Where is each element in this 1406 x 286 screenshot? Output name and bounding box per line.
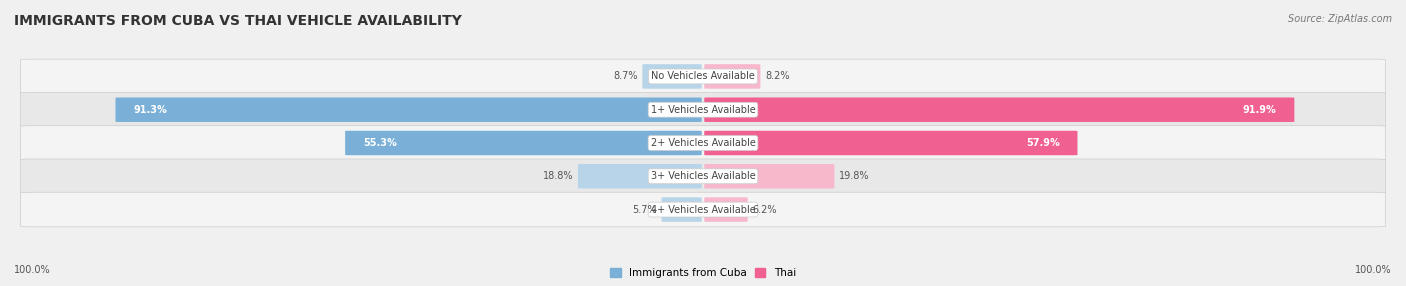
Text: 1+ Vehicles Available: 1+ Vehicles Available	[651, 105, 755, 115]
Text: 8.2%: 8.2%	[765, 72, 789, 82]
FancyBboxPatch shape	[643, 64, 702, 89]
Legend: Immigrants from Cuba, Thai: Immigrants from Cuba, Thai	[610, 268, 796, 278]
Text: 100.0%: 100.0%	[14, 265, 51, 275]
Text: 4+ Vehicles Available: 4+ Vehicles Available	[651, 204, 755, 214]
Text: IMMIGRANTS FROM CUBA VS THAI VEHICLE AVAILABILITY: IMMIGRANTS FROM CUBA VS THAI VEHICLE AVA…	[14, 14, 463, 28]
Text: 3+ Vehicles Available: 3+ Vehicles Available	[651, 171, 755, 181]
FancyBboxPatch shape	[21, 159, 1385, 194]
FancyBboxPatch shape	[704, 131, 1077, 155]
FancyBboxPatch shape	[21, 59, 1385, 94]
Text: 100.0%: 100.0%	[1355, 265, 1392, 275]
Text: 55.3%: 55.3%	[363, 138, 396, 148]
FancyBboxPatch shape	[21, 192, 1385, 227]
Text: No Vehicles Available: No Vehicles Available	[651, 72, 755, 82]
FancyBboxPatch shape	[21, 92, 1385, 127]
FancyBboxPatch shape	[578, 164, 702, 188]
Text: 2+ Vehicles Available: 2+ Vehicles Available	[651, 138, 755, 148]
FancyBboxPatch shape	[115, 98, 702, 122]
FancyBboxPatch shape	[344, 131, 702, 155]
Text: 19.8%: 19.8%	[839, 171, 869, 181]
Text: 57.9%: 57.9%	[1026, 138, 1060, 148]
FancyBboxPatch shape	[662, 197, 702, 222]
FancyBboxPatch shape	[704, 64, 761, 89]
FancyBboxPatch shape	[704, 98, 1295, 122]
Text: 5.7%: 5.7%	[633, 204, 657, 214]
Text: 6.2%: 6.2%	[752, 204, 776, 214]
Text: 18.8%: 18.8%	[543, 171, 574, 181]
Text: 91.9%: 91.9%	[1243, 105, 1277, 115]
Text: 8.7%: 8.7%	[613, 72, 638, 82]
FancyBboxPatch shape	[704, 164, 834, 188]
FancyBboxPatch shape	[21, 126, 1385, 160]
FancyBboxPatch shape	[704, 197, 748, 222]
Text: 91.3%: 91.3%	[134, 105, 167, 115]
Text: Source: ZipAtlas.com: Source: ZipAtlas.com	[1288, 14, 1392, 24]
